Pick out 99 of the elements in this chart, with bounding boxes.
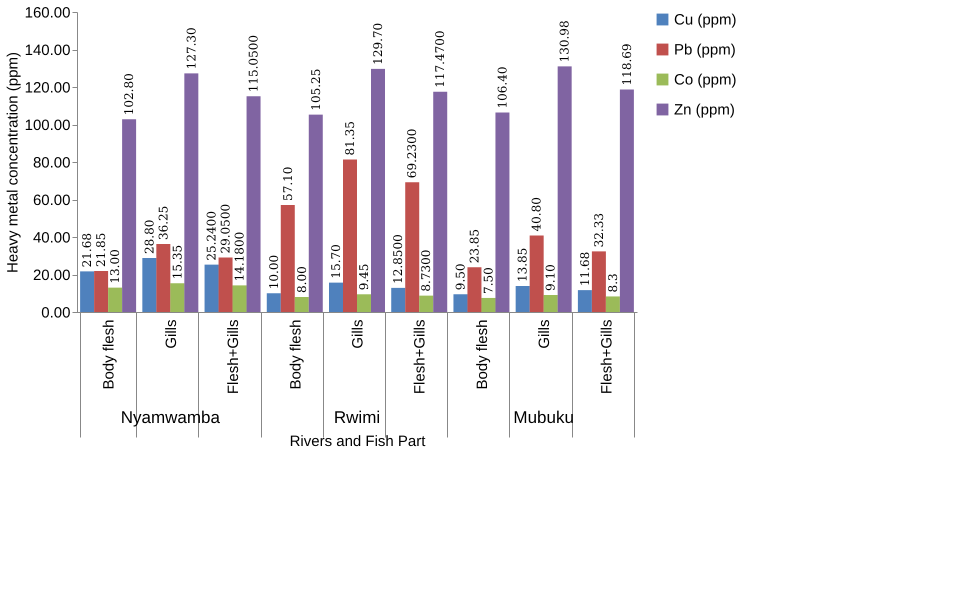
data-label: 118.69	[620, 43, 634, 86]
data-label: 25.2400	[204, 211, 219, 261]
x-tick-label: Body flesh	[474, 320, 491, 390]
text: Mubuku	[513, 408, 574, 427]
y-tick-label: 160.00	[24, 4, 70, 22]
y-tick-label: 100.00	[24, 117, 70, 134]
data-label: 117.4700	[433, 30, 448, 88]
data-label: 7.50	[481, 267, 496, 294]
data-label: 127.30	[184, 27, 198, 70]
text: Nyamwamba	[120, 408, 220, 427]
data-label: 15.70	[329, 244, 343, 279]
bar	[308, 114, 323, 312]
data-label: 13.00	[108, 249, 122, 284]
data-label: 8.3	[606, 273, 620, 292]
data-label: 15.35	[170, 244, 184, 280]
bar	[280, 204, 295, 312]
bar	[620, 89, 634, 312]
bar	[578, 290, 592, 312]
bar	[544, 294, 558, 312]
bar	[142, 258, 156, 312]
data-label: 28.80	[142, 220, 156, 254]
data-label: 57.10	[280, 166, 295, 201]
y-tick-label: 60.00	[32, 192, 70, 209]
x-tick-label: Gills	[536, 320, 554, 349]
data-label: 10.00	[266, 254, 281, 290]
bar	[606, 296, 620, 312]
y-tick-label: 40.00	[32, 230, 70, 246]
bar	[371, 68, 385, 312]
y-tick-label: 20.00	[32, 267, 70, 284]
bar	[122, 119, 136, 312]
data-label: 102.80	[122, 73, 136, 116]
bar	[343, 159, 357, 312]
data-label: 9.45	[357, 264, 371, 290]
data-label: 40.80	[530, 197, 544, 232]
bar	[453, 294, 468, 312]
y-tick-label: 80.00	[32, 154, 70, 172]
data-label: 129.70	[371, 22, 385, 65]
bar	[170, 283, 184, 312]
bar	[94, 271, 108, 312]
data-label: 23.85	[467, 228, 482, 264]
data-label: 36.25	[156, 206, 170, 240]
data-label: 21.68	[80, 232, 94, 268]
y-tick-label: 140.00	[24, 42, 70, 59]
bar	[266, 293, 281, 312]
bar	[357, 294, 371, 312]
x-tick-label: Gills	[350, 320, 366, 349]
bar	[246, 96, 261, 312]
data-label: 32.33	[592, 213, 606, 248]
data-label: 130.98	[558, 20, 572, 62]
text: Rwimi	[334, 408, 380, 427]
data-label: 12.8500	[391, 234, 406, 284]
y-axis-title: Heavy metal concentration (ppm)	[4, 52, 22, 273]
data-label: 29.0500	[218, 204, 233, 254]
bar	[232, 285, 247, 312]
data-label: 69.2300	[405, 128, 420, 178]
data-label: 9.50	[453, 263, 468, 290]
data-label: 11.68	[578, 252, 592, 286]
data-label: 106.40	[495, 66, 510, 108]
bar	[530, 236, 544, 312]
bar	[156, 244, 170, 312]
x-axis-title: Rivers and Fish Part	[290, 433, 426, 450]
bar	[184, 73, 198, 312]
data-label: 13.85	[516, 248, 530, 282]
data-label: 115.0500	[246, 35, 261, 92]
bar	[329, 282, 343, 312]
legend-label: Pb (ppm)	[674, 42, 736, 58]
x-tick-label: Gills	[162, 320, 180, 349]
y-tick-label: 0.00	[41, 304, 70, 322]
bar	[516, 286, 530, 312]
bar	[294, 297, 309, 312]
bar	[592, 251, 606, 312]
x-tick-label: Flesh+Gills	[598, 320, 616, 394]
x-tick-label: Body flesh	[100, 320, 118, 390]
bar	[80, 271, 94, 312]
x-tick-label: Flesh+Gills	[412, 320, 429, 394]
data-label: 21.85	[94, 232, 108, 268]
y-tick-label: 120.00	[24, 80, 70, 96]
data-label: 8.00	[294, 266, 309, 293]
x-tick-label: Flesh+Gills	[225, 320, 242, 394]
legend-label: Co (ppm)	[674, 72, 737, 88]
bar	[558, 66, 572, 312]
data-label: 9.10	[544, 264, 558, 291]
bar	[391, 288, 406, 312]
bar	[204, 264, 219, 312]
data-label: 14.1800	[232, 232, 247, 282]
data-label: 8.7300	[419, 250, 434, 292]
data-label: 81.35	[343, 121, 357, 156]
legend-label: Cu (ppm)	[674, 12, 737, 28]
bar	[419, 296, 434, 312]
x-tick-label: Body flesh	[287, 320, 304, 390]
bar	[467, 267, 482, 312]
bar	[108, 288, 122, 312]
legend-label: Zn (ppm)	[674, 102, 735, 118]
bar	[218, 258, 233, 312]
data-label: 105.25	[308, 68, 323, 111]
bar	[405, 182, 420, 312]
bar	[495, 112, 510, 312]
bar	[481, 298, 496, 312]
bar	[433, 92, 448, 312]
